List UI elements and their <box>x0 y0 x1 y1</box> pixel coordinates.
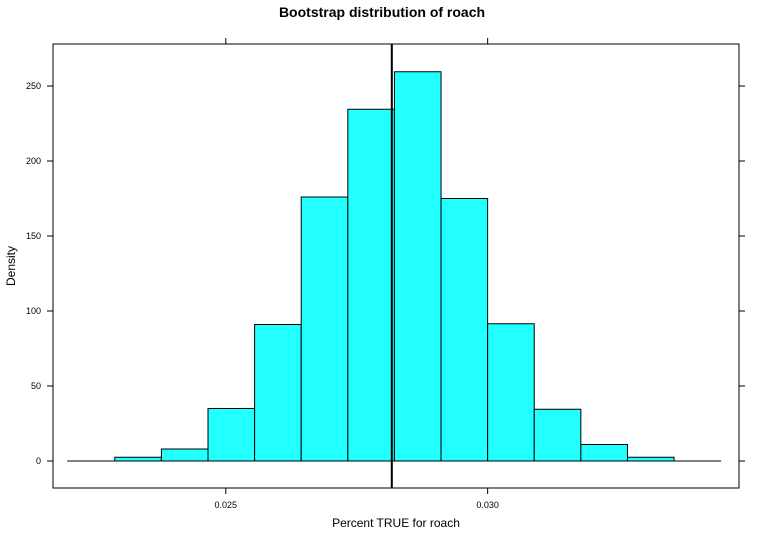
x-tick-label: 0.025 <box>215 500 238 510</box>
histogram-bar <box>580 444 628 462</box>
y-axis: 0 50 100 150 200 250 <box>26 81 745 466</box>
x-tick-label: 0.030 <box>476 500 499 510</box>
y-tick-label: 250 <box>26 81 41 91</box>
histogram-bar <box>533 408 582 462</box>
y-tick-label: 150 <box>26 231 41 241</box>
y-tick-label: 200 <box>26 156 41 166</box>
histogram-bar <box>487 323 535 462</box>
histogram-bar <box>254 324 302 462</box>
histogram-bars <box>67 71 722 462</box>
plot-frame <box>52 43 740 489</box>
histogram-bar <box>440 198 489 462</box>
y-tick-label: 50 <box>31 381 41 391</box>
y-tick-label: 0 <box>36 456 41 466</box>
histogram-bar <box>393 71 442 462</box>
histogram-bar <box>626 456 675 462</box>
histogram-bar <box>347 108 395 462</box>
histogram-bar <box>300 196 349 462</box>
histogram-bar <box>207 408 256 462</box>
histogram-bar <box>114 456 162 462</box>
y-tick-label: 100 <box>26 306 41 316</box>
x-axis: 0.025 0.030 <box>215 38 499 510</box>
x-axis-label: Percent TRUE for roach <box>332 516 460 530</box>
chart-title: Bootstrap distribution of roach <box>279 4 485 20</box>
y-axis-label: Density <box>4 246 18 286</box>
histogram-bar <box>160 448 209 462</box>
